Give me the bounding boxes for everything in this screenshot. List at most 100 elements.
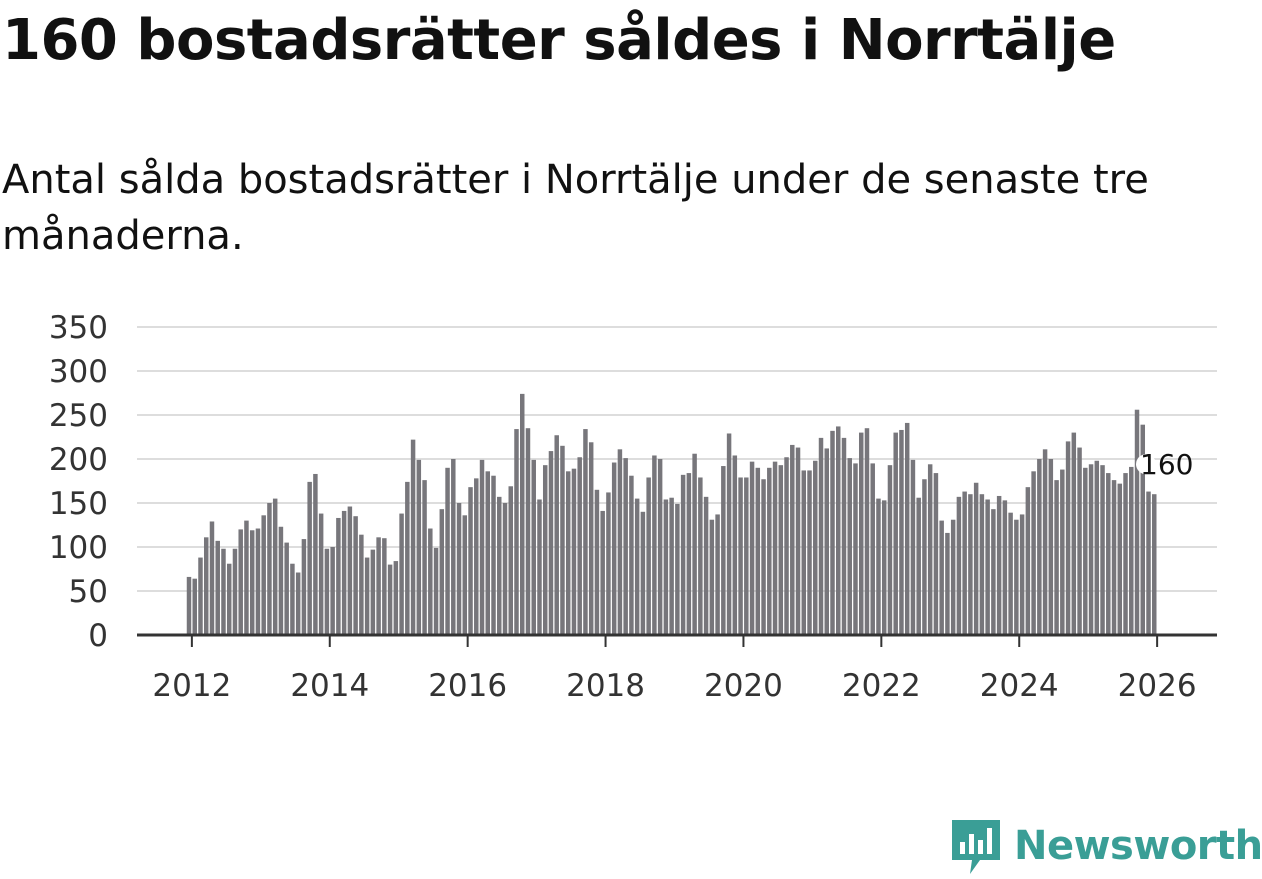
bar (761, 479, 766, 635)
brand-footer: Newsworthy (950, 816, 1262, 876)
bar (629, 475, 634, 635)
bar (726, 433, 732, 635)
x-tick-label: 2014 (290, 668, 369, 704)
bar (1008, 512, 1013, 635)
bar (347, 506, 353, 635)
bar (474, 478, 479, 635)
bar (1060, 469, 1065, 635)
bar (382, 538, 387, 635)
bar (887, 465, 893, 635)
bar (192, 578, 197, 635)
bar (1111, 480, 1117, 635)
bar (1065, 441, 1071, 635)
bar (755, 467, 761, 635)
bar (830, 430, 835, 635)
bar (715, 514, 720, 635)
bar (479, 459, 485, 635)
chart-title: 160 bostadsrätter såldes i Norrtälje (2, 8, 1116, 73)
bar (996, 495, 1002, 635)
bar (858, 432, 864, 635)
x-tick-label: 2022 (842, 668, 921, 704)
bar (508, 486, 513, 635)
bar (1031, 471, 1036, 635)
bar (468, 487, 473, 635)
bar (1054, 480, 1059, 635)
chart-subtitle: Antal sålda bostadsrätter i Norrtälje un… (2, 157, 1149, 259)
x-tick-label: 2020 (704, 668, 783, 704)
bar (1083, 467, 1088, 635)
bar (836, 426, 841, 635)
bar (721, 466, 726, 635)
bar (571, 468, 577, 635)
bar (583, 429, 588, 635)
x-tick-label: 2018 (566, 668, 645, 704)
bar (560, 445, 565, 635)
bar (703, 496, 709, 635)
bar (939, 520, 944, 635)
bar (295, 572, 301, 635)
bar (313, 473, 318, 635)
bar (973, 482, 979, 635)
bar (238, 529, 243, 635)
y-tick-label: 100 (49, 530, 108, 566)
bar (1077, 447, 1082, 635)
bar (686, 473, 692, 635)
bar (318, 513, 324, 635)
bar (410, 439, 416, 635)
bar (1071, 432, 1077, 635)
bar (1146, 491, 1151, 635)
bar (744, 477, 749, 635)
bar (594, 489, 600, 635)
y-tick-label: 200 (49, 442, 108, 478)
bar (226, 563, 232, 635)
y-tick-label: 250 (49, 398, 108, 434)
bar (876, 498, 881, 635)
bar (221, 548, 226, 635)
bar (646, 477, 651, 635)
bar (525, 428, 531, 635)
bar (548, 451, 554, 635)
bar (1100, 465, 1105, 635)
bar (709, 519, 715, 635)
bar (353, 516, 358, 635)
bar (451, 459, 456, 635)
bar-chart: 0 50 100 150 200 250 300 350 2012 2014 2016 2018 202… (49, 310, 1217, 704)
bar (784, 457, 789, 635)
bar (565, 471, 571, 635)
bar (439, 509, 445, 635)
bar (767, 467, 772, 635)
bar (422, 480, 427, 635)
bar (244, 520, 249, 635)
bar (617, 449, 623, 635)
bar (588, 442, 594, 635)
bar (732, 455, 738, 635)
bar (795, 447, 801, 635)
bar (341, 510, 347, 635)
y-tick-label: 50 (69, 574, 108, 610)
bar (520, 393, 525, 635)
bar (991, 509, 996, 635)
bar (1106, 473, 1111, 635)
bar (209, 521, 215, 635)
bar (864, 428, 870, 635)
bar (790, 444, 795, 635)
newsworthy-logo-icon (952, 820, 1000, 874)
bar (623, 458, 628, 635)
bar (215, 540, 220, 635)
bar (904, 422, 910, 635)
bar (330, 547, 335, 635)
bar (416, 459, 422, 635)
bar (198, 557, 203, 635)
bar (698, 477, 703, 635)
bar (807, 470, 812, 635)
bar (922, 479, 927, 635)
bar (801, 470, 807, 635)
brand-name: Newsworthy (1014, 823, 1262, 869)
bar (1019, 514, 1025, 635)
bar (376, 537, 381, 635)
latest-value-label: 160 (1140, 448, 1193, 481)
bar (261, 515, 266, 635)
bar (249, 530, 255, 635)
bar (1014, 519, 1019, 635)
bar (577, 457, 582, 635)
